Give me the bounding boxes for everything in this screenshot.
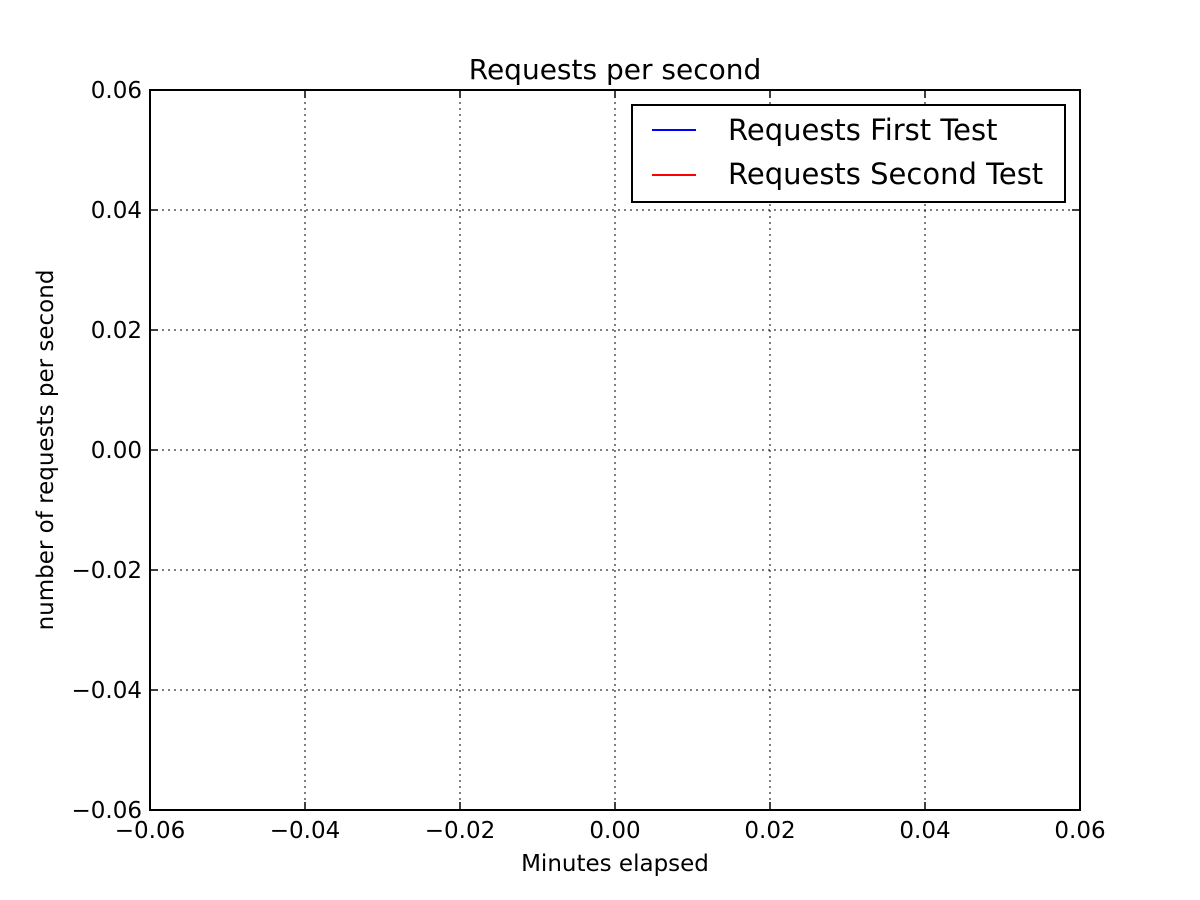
x-tick-label: −0.02 (425, 818, 495, 844)
x-axis-tick-labels: −0.06 −0.04 −0.02 0.00 0.02 0.04 0.06 (115, 818, 1106, 844)
x-tick-label: 0.02 (744, 818, 795, 844)
y-tick-label: −0.04 (72, 678, 142, 704)
y-axis-label: number of requests per second (33, 270, 59, 631)
x-tick-label: −0.04 (270, 818, 340, 844)
x-tick-label: 0.00 (589, 818, 640, 844)
legend-label-first-test: Requests First Test (728, 113, 997, 147)
legend-label-second-test: Requests Second Test (728, 157, 1043, 191)
plot-frame (149, 89, 1081, 811)
y-tick-label: 0.00 (91, 438, 142, 464)
chart-title: Requests per second (469, 53, 762, 86)
legend: Requests First Test Requests Second Test (631, 104, 1066, 203)
x-tick-label: 0.04 (899, 818, 950, 844)
y-tick-label: 0.04 (91, 198, 142, 224)
legend-frame (631, 104, 1066, 203)
grid-lines (150, 90, 1080, 810)
x-tick-label: −0.06 (115, 818, 185, 844)
y-tick-label: −0.02 (72, 558, 142, 584)
x-tick-label: 0.06 (1054, 818, 1105, 844)
y-tick-label: 0.06 (91, 78, 142, 104)
y-tick-label: 0.02 (91, 318, 142, 344)
y-axis-tick-labels: −0.06 −0.04 −0.02 0.00 0.02 0.04 0.06 (72, 78, 142, 824)
x-axis-label: Minutes elapsed (521, 851, 709, 877)
y-tick-label: −0.06 (72, 798, 142, 824)
